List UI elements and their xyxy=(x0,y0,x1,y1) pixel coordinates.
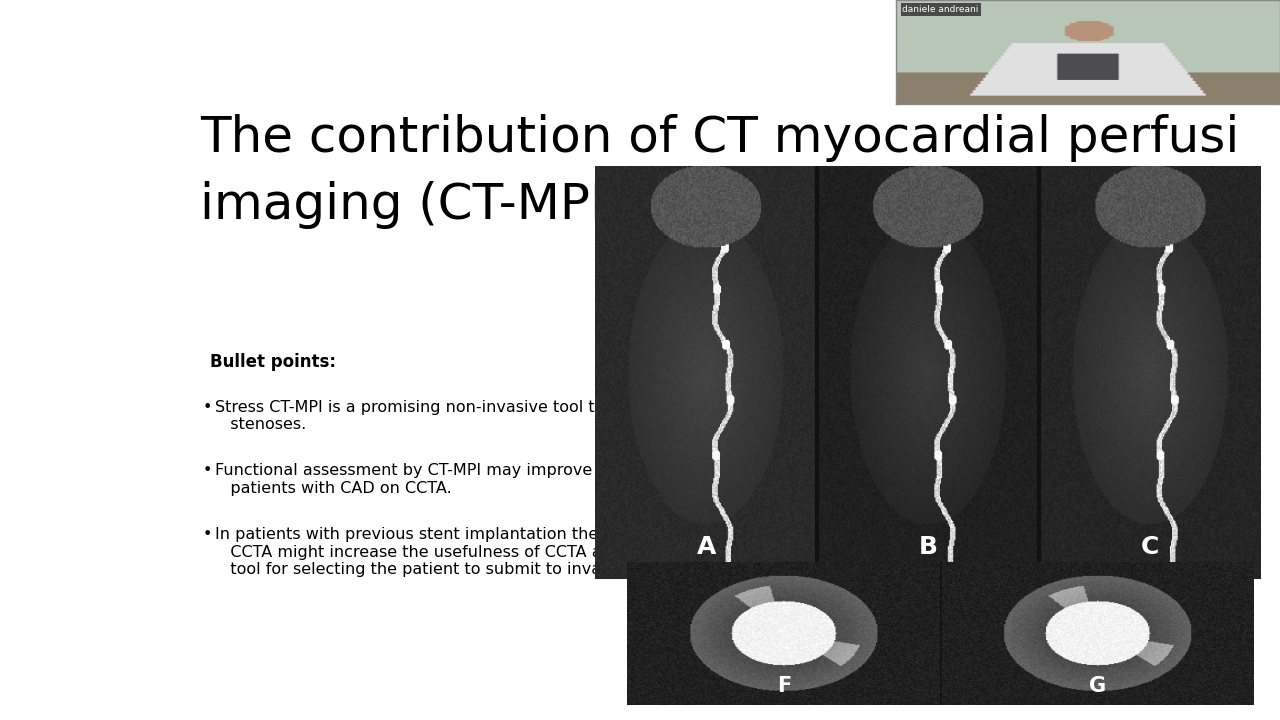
Text: A: A xyxy=(696,535,716,559)
Text: •: • xyxy=(202,527,212,542)
Text: •: • xyxy=(202,400,212,415)
Text: C: C xyxy=(1140,535,1160,559)
Text: F: F xyxy=(777,676,791,696)
Text: daniele andreani: daniele andreani xyxy=(902,5,979,14)
Text: G: G xyxy=(1089,676,1106,696)
Text: Stress CT-MPI is a promising non-invasive tool to detect flow-limiting
   stenos: Stress CT-MPI is a promising non-invasiv… xyxy=(215,400,764,432)
Text: imaging (CT-MPI): imaging (CT-MPI) xyxy=(200,181,623,229)
Text: B: B xyxy=(919,535,937,559)
Text: Bullet points:: Bullet points: xyxy=(210,353,335,371)
Text: In patients with previous stent implantation the addition of CT-MPI to
   CCTA m: In patients with previous stent implanta… xyxy=(215,527,781,577)
Text: The contribution of CT myocardial perfusi: The contribution of CT myocardial perfus… xyxy=(200,114,1239,162)
Text: Functional assessment by CT-MPI may improve decision-making in
   patients with : Functional assessment by CT-MPI may impr… xyxy=(215,464,749,496)
Text: •: • xyxy=(202,464,212,478)
